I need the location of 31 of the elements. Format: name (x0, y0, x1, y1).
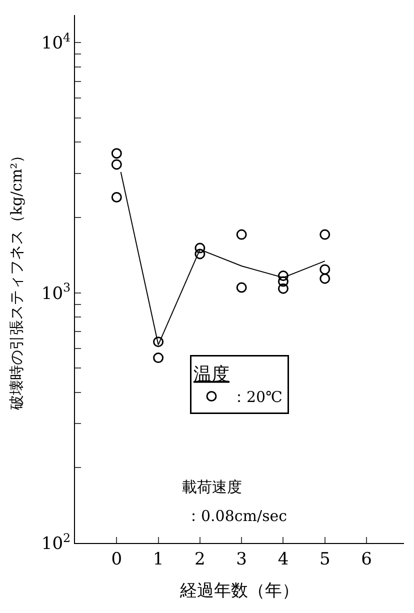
y-axis-title: 破壊時の引張スティフネス（kg/cm²） (8, 148, 26, 412)
x-tick-label: 4 (278, 549, 289, 570)
point (194, 248, 206, 260)
x-tick-label: 6 (361, 549, 372, 570)
x-tick-label: 0 (111, 549, 122, 570)
x-tick-label: 2 (194, 549, 206, 570)
point (153, 352, 164, 364)
legend-label: ：20℃ (232, 388, 282, 406)
point (236, 282, 247, 293)
x-tick-label: 3 (236, 549, 247, 570)
annotation: ：0.08cm/sec (186, 507, 288, 525)
x-tick-label: 5 (319, 549, 330, 570)
annotation: 載荷速度 (182, 478, 242, 496)
point (320, 264, 330, 275)
point (111, 159, 122, 170)
y-tick-label: 10$^{3}$ (41, 280, 71, 304)
legend-title: 温度 (194, 364, 230, 385)
point (111, 148, 122, 159)
point (278, 283, 288, 294)
point (278, 270, 288, 282)
point (278, 276, 288, 287)
x-tick-label: 1 (152, 549, 164, 570)
point (153, 336, 164, 348)
point (320, 273, 330, 284)
y-tick-label: 10$^{4}$ (41, 30, 71, 54)
point (111, 192, 122, 203)
y-tick-label: 10$^{2}$ (41, 530, 71, 554)
x-axis-title: 経過年数（年） (179, 580, 299, 601)
point (194, 242, 206, 254)
point (320, 229, 330, 240)
point (236, 229, 247, 240)
